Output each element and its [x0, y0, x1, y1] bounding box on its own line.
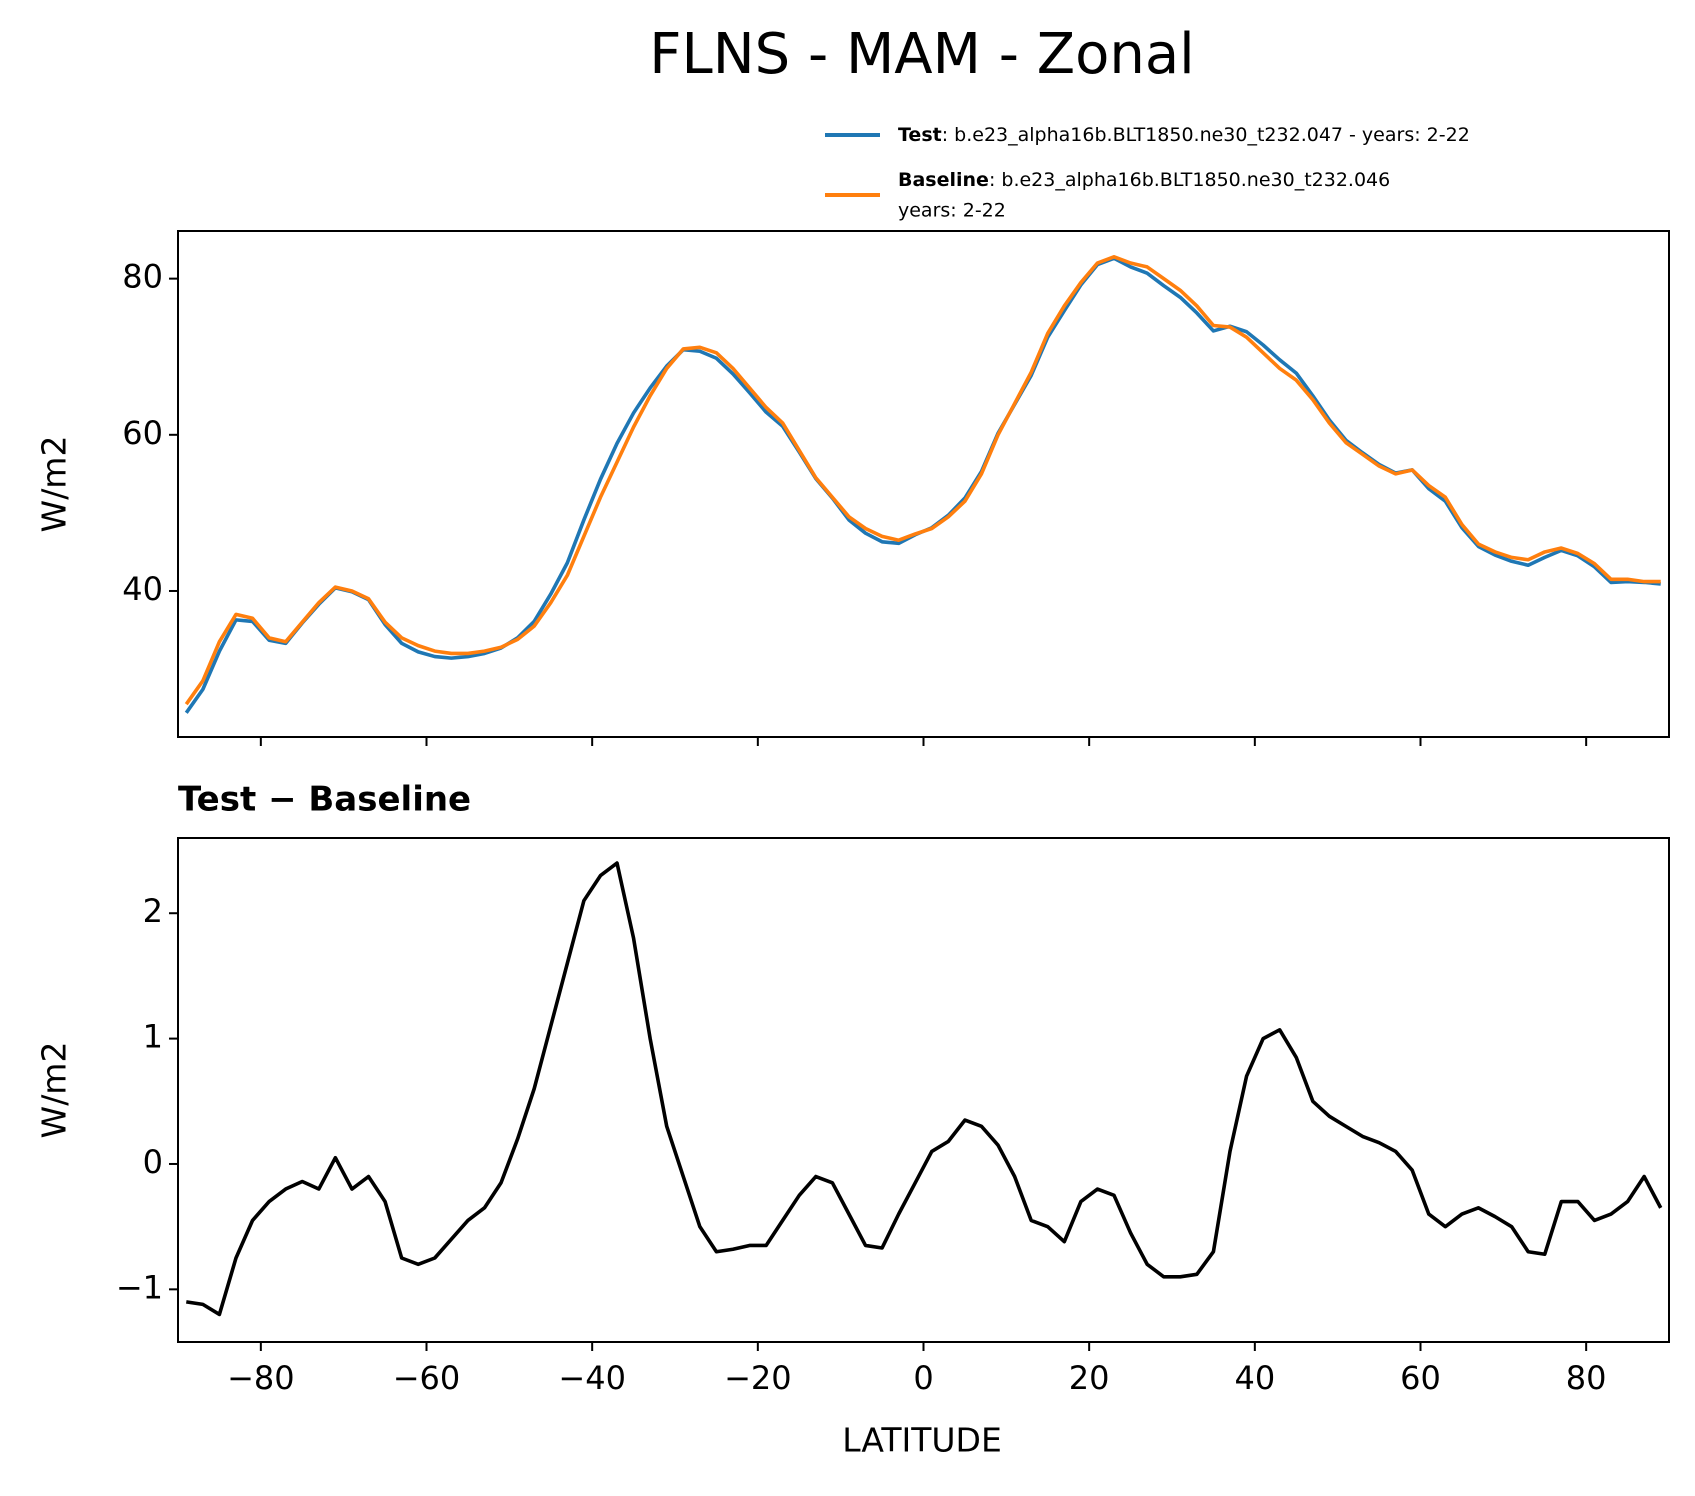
y-tick-label: 1 [143, 1018, 163, 1056]
x-tick-label: 40 [1234, 1359, 1275, 1397]
y-axis-label: W/m2 [35, 436, 74, 533]
x-tick-label: −60 [393, 1359, 461, 1397]
axes-frame [177, 230, 1670, 738]
y-tick-label: 0 [143, 1143, 163, 1181]
legend-detail: years: 2-22 [898, 200, 1006, 222]
data-line [184, 254, 1661, 706]
y-tick-label: 80 [122, 258, 163, 296]
x-tick-label: 0 [913, 1359, 933, 1397]
figure-title: FLNS - MAM - Zonal [649, 22, 1194, 87]
y-axis-label: W/m2 [35, 1042, 74, 1139]
legend-name: Test [898, 124, 942, 146]
x-tick-label: 20 [1069, 1359, 1110, 1397]
legend-detail: : b.e23_alpha16b.BLT1850.ne30_t232.046 [989, 169, 1390, 191]
y-tick-label: 60 [122, 414, 163, 452]
plot-area [184, 254, 1661, 714]
plot-area [186, 861, 1663, 1317]
x-tick-label: 80 [1566, 1359, 1607, 1397]
y-tick-label: −1 [116, 1268, 163, 1306]
y-tick-label: 2 [143, 892, 163, 930]
legend-entry: Baseline: b.e23_alpha16b.BLT1850.ne30_t2… [898, 169, 1390, 191]
x-tick-label: −20 [724, 1359, 792, 1397]
data-line [186, 861, 1663, 1317]
x-tick-label: 60 [1400, 1359, 1441, 1397]
legend-entry: Test: b.e23_alpha16b.BLT1850.ne30_t232.0… [898, 124, 1470, 146]
x-tick-label: −80 [227, 1359, 295, 1397]
legend-detail: : b.e23_alpha16b.BLT1850.ne30_t232.047 -… [942, 124, 1470, 146]
panel-title: Test − Baseline [178, 780, 471, 820]
legend-name: Baseline [898, 169, 989, 191]
y-tick-label: 40 [122, 570, 163, 608]
axes-frame [177, 837, 1670, 1343]
x-axis-label: LATITUDE [842, 1421, 1002, 1460]
x-tick-label: −40 [558, 1359, 626, 1397]
